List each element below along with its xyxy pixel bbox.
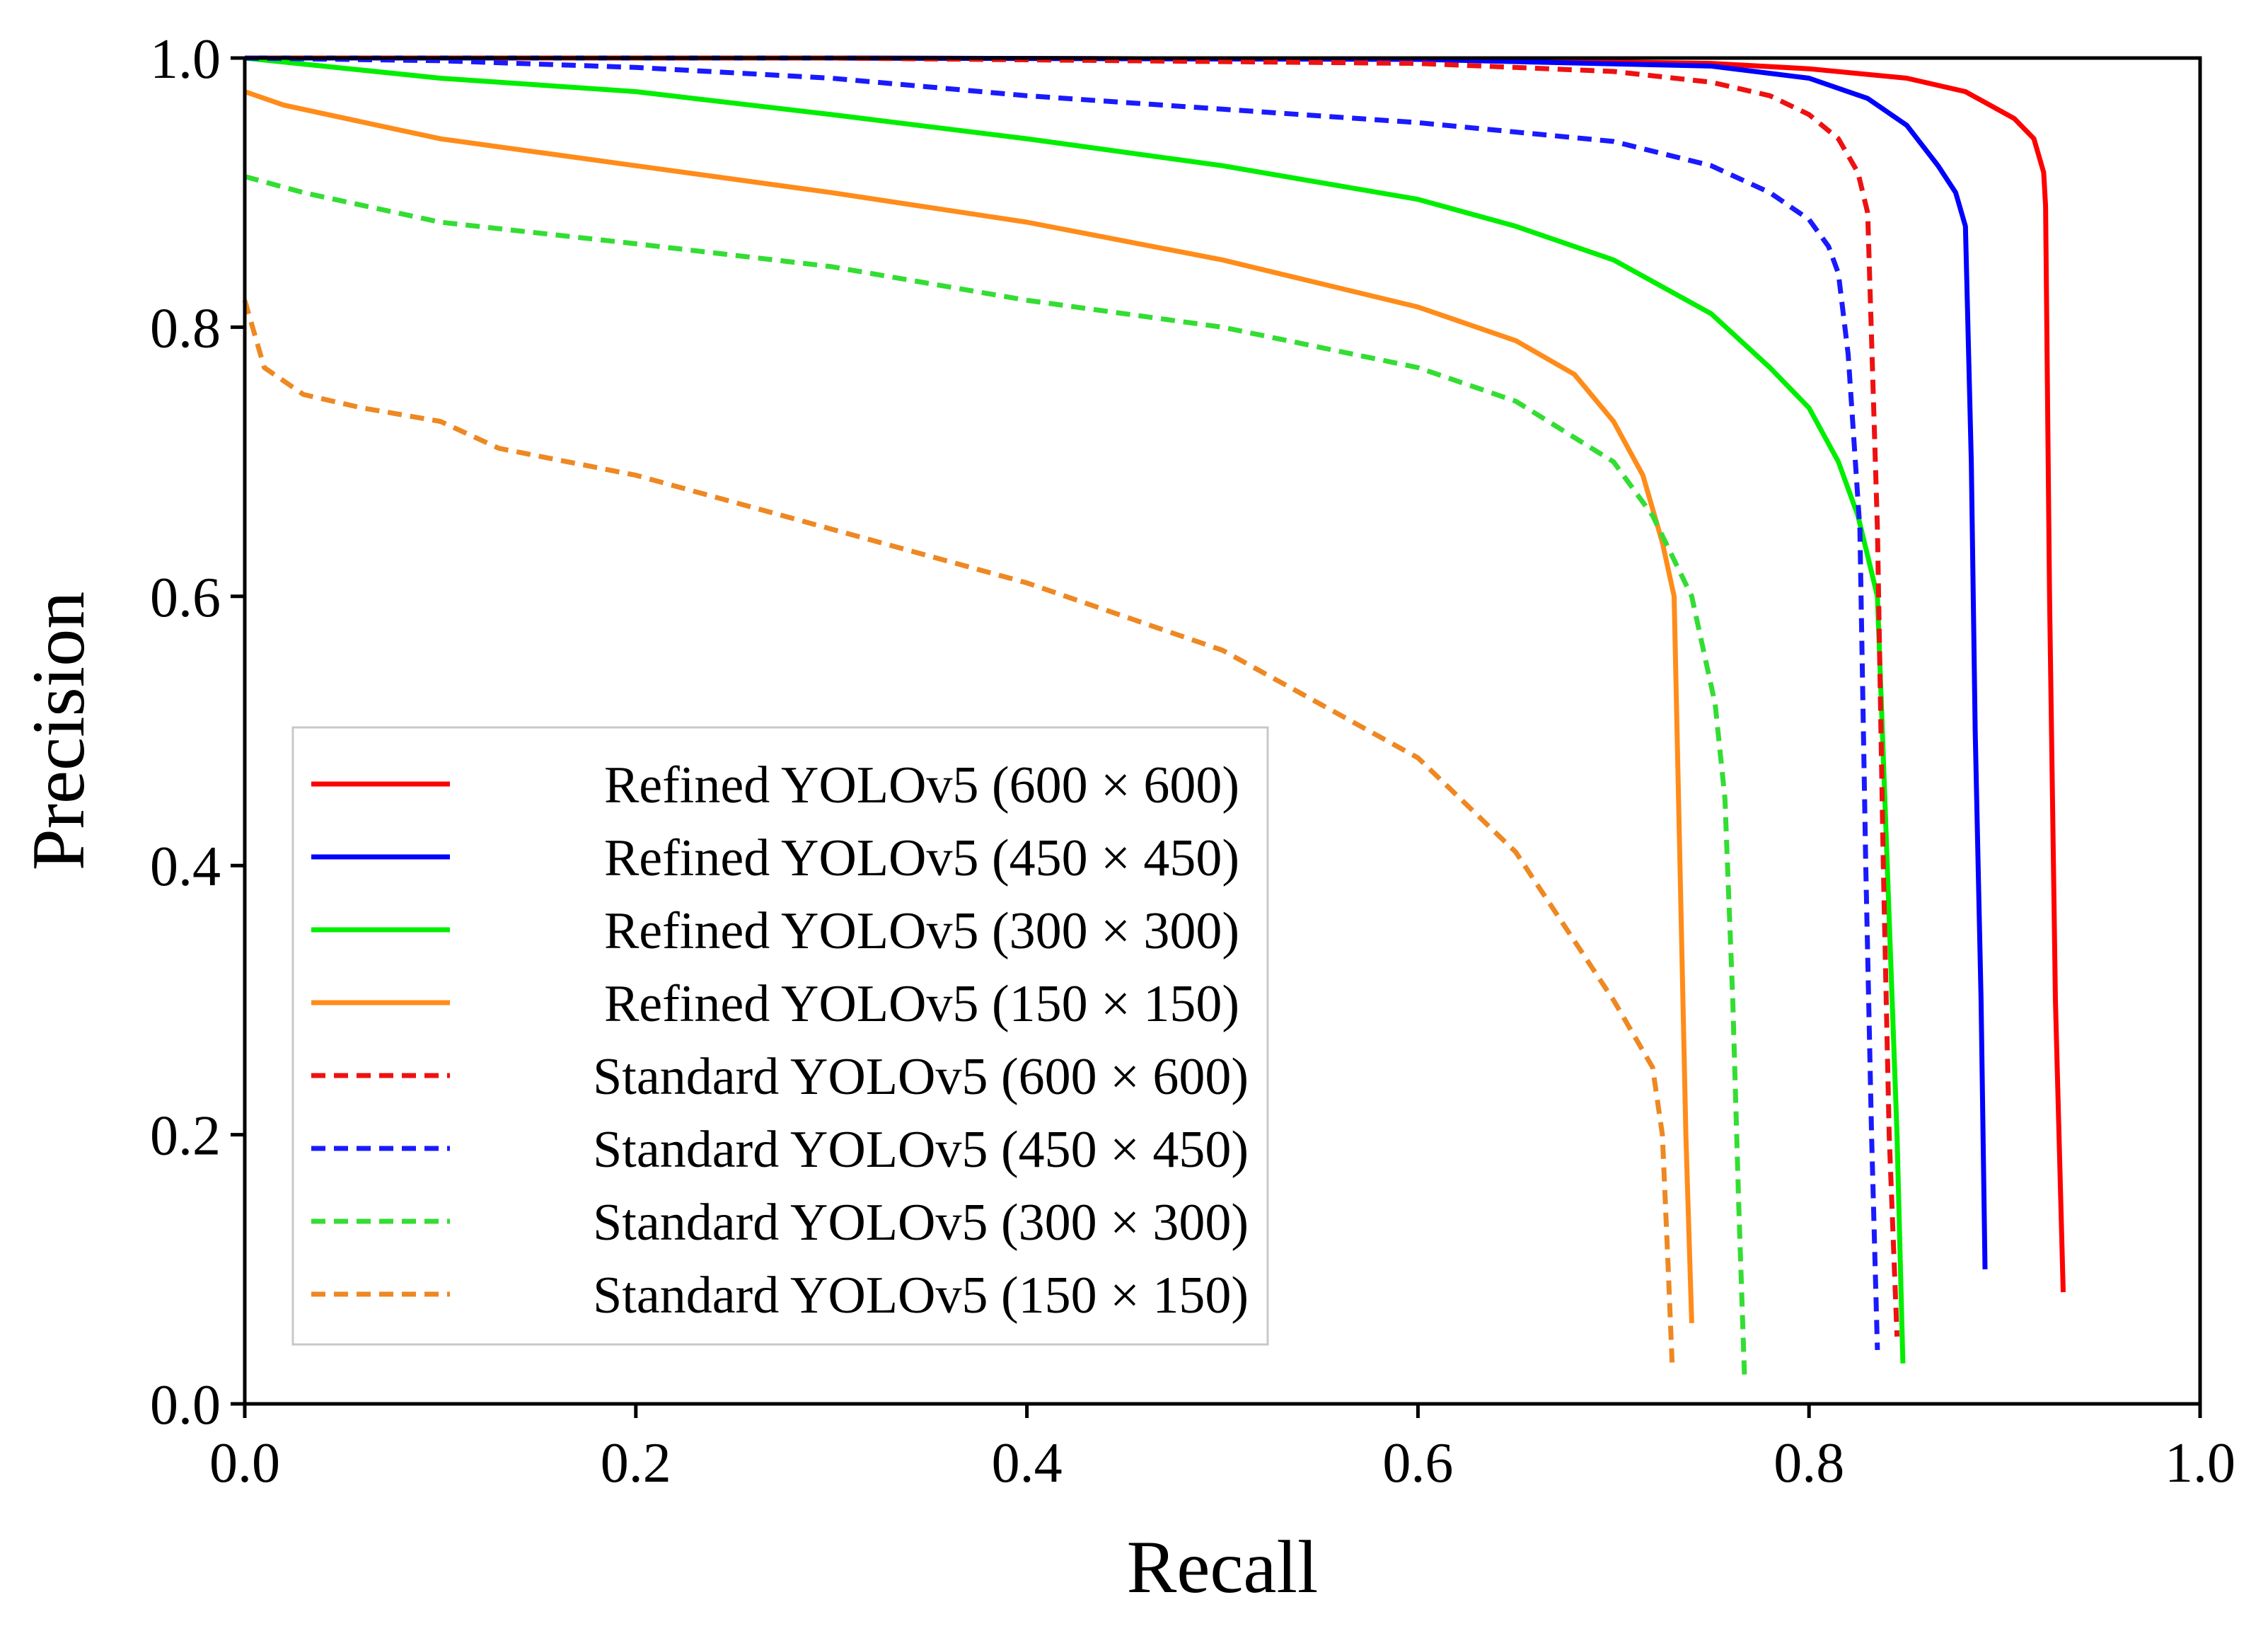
legend-label-5: Standard YOLOv5 (600 × 600) (593, 1048, 1249, 1106)
x-axis-label: Recall (1127, 1526, 1319, 1608)
x-tick-label: 0.4 (992, 1432, 1063, 1494)
x-tick-label: 0.2 (601, 1432, 671, 1494)
legend-entry: Standard YOLOv5 (150 × 150) (311, 1267, 1249, 1325)
x-tick-label: 0.8 (1774, 1432, 1844, 1494)
legend-label-6: Standard YOLOv5 (450 × 450) (593, 1121, 1249, 1179)
legend-label-1: Refined YOLOv5 (600 × 600) (604, 756, 1239, 814)
legend-entry: Standard YOLOv5 (300 × 300) (311, 1194, 1249, 1252)
x-tick-label: 1.0 (2165, 1432, 2235, 1494)
series-line-8 (242, 299, 1675, 1364)
y-tick-label: 0.4 (150, 836, 221, 898)
y-tick-label: 0.6 (150, 567, 221, 629)
series-line-2 (245, 55, 1988, 1269)
legend-label-4: Refined YOLOv5 (150 × 150) (604, 975, 1239, 1033)
y-tick-label: 0.2 (150, 1105, 221, 1168)
y-axis-label: Precision (17, 592, 100, 871)
legend: Refined YOLOv5 (600 × 600) Refined YOLOv5… (291, 726, 1269, 1346)
y-tick-label: 0.0 (150, 1374, 221, 1436)
series-line-7 (244, 174, 1747, 1378)
legend-label-7: Standard YOLOv5 (300 × 300) (593, 1194, 1249, 1252)
legend-entry: Refined YOLOv5 (450 × 450) (311, 829, 1239, 887)
x-tick-label: 0.0 (209, 1432, 280, 1494)
series-layer (242, 55, 2066, 1378)
series-line-4 (243, 89, 1694, 1324)
y-tick-label: 0.8 (150, 297, 221, 359)
y-tick-label: 1.0 (150, 28, 221, 91)
ticks-layer: 0.0 0.2 0.4 0.6 0.8 1.0 0.0 0.2 0.4 0.6 0.8 1.0 (150, 28, 2235, 1494)
legend-label-2: Refined YOLOv5 (450 × 450) (604, 829, 1239, 887)
series-line-5 (245, 55, 1900, 1337)
legend-entries: Refined YOLOv5 (600 × 600) Refined YOLOv5… (311, 756, 1249, 1325)
series-line-6 (244, 55, 1880, 1350)
plot-frame (243, 56, 2202, 1406)
legend-entry: Refined YOLOv5 (600 × 600) (311, 756, 1239, 814)
legend-entry: Refined YOLOv5 (150 × 150) (311, 975, 1239, 1033)
legend-entry: Refined YOLOv5 (300 × 300) (311, 902, 1239, 960)
legend-label-3: Refined YOLOv5 (300 × 300) (604, 902, 1239, 960)
legend-box (291, 726, 1269, 1346)
legend-label-8: Standard YOLOv5 (150 × 150) (593, 1267, 1249, 1325)
legend-entry: Standard YOLOv5 (450 × 450) (311, 1121, 1249, 1179)
x-tick-label: 0.6 (1382, 1432, 1453, 1494)
legend-entry: Standard YOLOv5 (600 × 600) (311, 1048, 1249, 1106)
